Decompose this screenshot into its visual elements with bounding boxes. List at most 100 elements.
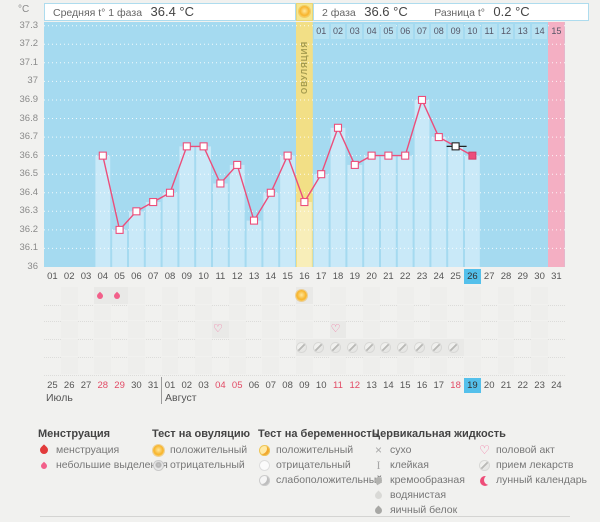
calendar-date-cell[interactable]: 16 xyxy=(416,380,428,391)
event-cell xyxy=(178,305,195,320)
cycle-day-cell[interactable]: 01 xyxy=(47,271,58,282)
cycle-day-cell[interactable]: 07 xyxy=(147,271,159,282)
calendar-date-cell[interactable]: 25 xyxy=(47,380,58,391)
temp-point[interactable] xyxy=(165,188,175,197)
temp-point[interactable] xyxy=(317,170,326,179)
cycle-day-cell[interactable]: 22 xyxy=(399,271,411,282)
calendar-date-cell[interactable]: 03 xyxy=(198,380,209,391)
cycle-day-cell[interactable]: 21 xyxy=(383,271,394,282)
y-tick-label: 37.3 xyxy=(19,19,39,31)
calendar-date-cell[interactable]: 22 xyxy=(517,380,529,391)
cycle-day-cell[interactable]: 31 xyxy=(551,271,562,282)
cycle-day-cell[interactable]: 04 xyxy=(97,271,109,282)
temp-point[interactable] xyxy=(182,142,191,151)
calendar-date-cell[interactable]: 28 xyxy=(97,380,109,391)
calendar-date-cell[interactable]: 27 xyxy=(80,380,92,391)
temp-point[interactable] xyxy=(350,160,359,169)
calendar-date-cell[interactable]: 05 xyxy=(231,380,243,391)
cycle-day-cell[interactable]: 23 xyxy=(416,271,428,282)
calendar-date-cell[interactable]: 09 xyxy=(299,380,310,391)
calendar-date-cell[interactable]: 24 xyxy=(551,380,562,391)
cycle-day-cell[interactable]: 24 xyxy=(433,271,445,282)
temp-point[interactable] xyxy=(434,133,443,142)
calendar-date-cell[interactable]: 23 xyxy=(534,380,545,391)
cycle-day-cell[interactable]: 26 xyxy=(464,269,481,284)
temp-point[interactable] xyxy=(283,151,292,160)
temp-point[interactable] xyxy=(149,197,158,207)
cycle-day-cell[interactable]: 10 xyxy=(198,271,209,282)
spotting-drop-icon xyxy=(111,289,124,302)
calendar-date-cell[interactable]: 13 xyxy=(366,380,377,391)
calendar-date-cell[interactable]: 08 xyxy=(282,380,293,391)
cycle-day-cell[interactable]: 17 xyxy=(315,271,327,282)
temp-point-selected[interactable] xyxy=(468,151,477,160)
temp-point[interactable] xyxy=(384,151,393,160)
temp-point[interactable] xyxy=(367,151,376,160)
cycle-day-cell[interactable]: 02 xyxy=(63,271,75,282)
cycle-day-cell[interactable]: 06 xyxy=(131,271,142,282)
calendar-date-cell[interactable]: 14 xyxy=(383,380,394,391)
temp-point[interactable] xyxy=(333,123,343,132)
temp-point[interactable] xyxy=(401,151,410,160)
legend-item-label: кремообразная xyxy=(390,474,465,486)
cycle-day-cell[interactable]: 27 xyxy=(483,271,495,282)
temp-point-edited[interactable] xyxy=(451,142,460,151)
cycle-day-cell[interactable]: 14 xyxy=(265,271,277,282)
cycle-day-cell[interactable]: 09 xyxy=(181,271,193,282)
calendar-date-cell[interactable]: 04 xyxy=(215,380,226,391)
calendar-date-cell[interactable]: 07 xyxy=(265,380,277,391)
legend-item: водянистая xyxy=(372,488,506,503)
event-cell xyxy=(161,287,179,304)
calendar-date-cell[interactable]: 20 xyxy=(483,380,495,391)
cycle-day-cell[interactable]: 03 xyxy=(80,271,92,282)
calendar-date-cell[interactable]: 10 xyxy=(315,380,327,391)
calendar-date-cell[interactable]: 15 xyxy=(399,380,411,391)
calendar-date-cell[interactable]: 06 xyxy=(248,380,260,391)
calendar-date-cell[interactable]: 30 xyxy=(131,380,142,391)
calendar-date-cell[interactable]: 29 xyxy=(114,380,125,391)
cycle-day-cell[interactable]: 12 xyxy=(231,271,243,282)
temp-point[interactable] xyxy=(233,160,242,169)
temp-point[interactable] xyxy=(216,179,225,188)
cycle-day-cell[interactable]: 13 xyxy=(248,271,260,282)
cycle-day-cell[interactable]: 20 xyxy=(366,271,377,282)
event-cell xyxy=(380,357,397,374)
event-cell xyxy=(329,357,347,374)
event-row xyxy=(44,339,565,358)
temp-point[interactable] xyxy=(266,188,275,197)
cycle-day-cell[interactable]: 18 xyxy=(332,271,344,282)
temp-point[interactable] xyxy=(199,142,208,151)
cycle-day-cell[interactable]: 16 xyxy=(299,271,310,282)
temp-point[interactable] xyxy=(115,225,124,234)
calendar-date-cell[interactable]: 02 xyxy=(181,380,193,391)
calendar-date-cell[interactable]: 11 xyxy=(333,380,343,391)
temp-point[interactable] xyxy=(417,95,427,105)
event-cell xyxy=(195,357,212,374)
cycle-day-cell[interactable]: 08 xyxy=(164,271,176,282)
temp-point[interactable] xyxy=(98,151,107,160)
temp-point[interactable] xyxy=(132,207,141,216)
cycle-day-cell[interactable]: 11 xyxy=(215,271,226,282)
cycle-day-cell[interactable]: 29 xyxy=(517,271,529,282)
chart-canvas xyxy=(44,22,565,267)
calendar-date-cell[interactable]: 17 xyxy=(433,380,445,391)
legend-title xyxy=(478,428,587,443)
event-cell xyxy=(380,287,397,304)
cycle-day-cell[interactable]: 15 xyxy=(282,271,293,282)
cycle-day-cell[interactable]: 28 xyxy=(500,271,512,282)
calendar-date-cell[interactable]: 18 xyxy=(450,380,461,391)
temp-point[interactable] xyxy=(300,197,309,207)
calendar-date-cell[interactable]: 31 xyxy=(147,380,159,391)
calendar-date-cell[interactable]: 21 xyxy=(500,380,512,391)
cycle-day-cell[interactable]: 30 xyxy=(534,271,545,282)
event-cell xyxy=(128,287,145,304)
cycle-day-cell[interactable]: 05 xyxy=(114,271,125,282)
calendar-date-cell[interactable]: 19 xyxy=(464,378,481,393)
calendar-date-cell[interactable]: 26 xyxy=(63,380,75,391)
temp-point[interactable] xyxy=(249,216,259,225)
cycle-day-cell[interactable]: 25 xyxy=(450,271,461,282)
calendar-date-cell[interactable]: 01 xyxy=(164,380,176,391)
cycle-day-cell[interactable]: 19 xyxy=(349,271,361,282)
calendar-date-cell[interactable]: 12 xyxy=(349,380,361,391)
event-cell xyxy=(279,305,296,320)
